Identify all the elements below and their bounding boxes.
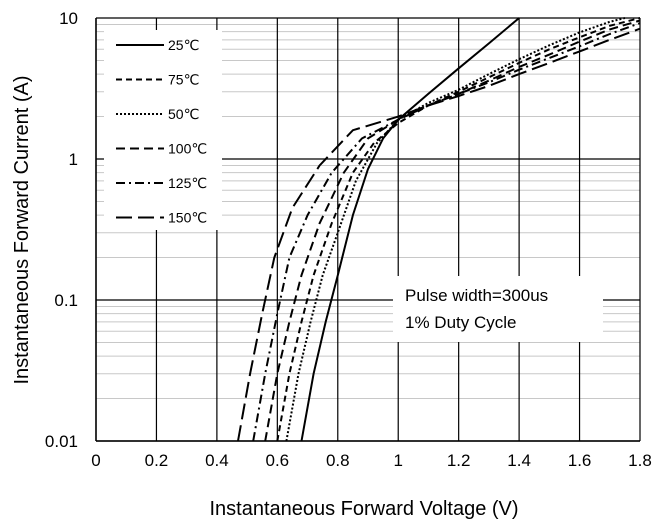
x-tick-label: 1 <box>393 451 402 470</box>
x-tick-label: 0 <box>91 451 100 470</box>
x-tick-label: 0.8 <box>326 451 350 470</box>
series-line-3 <box>264 19 641 442</box>
legend-label-4: 125℃ <box>168 175 207 191</box>
x-tick-label: 1.8 <box>628 451 652 470</box>
legend-label-2: 50℃ <box>168 106 199 122</box>
series-group <box>237 17 641 442</box>
x-tick-label: 0.4 <box>205 451 229 470</box>
x-tick-label: 0.6 <box>266 451 290 470</box>
x-tick-label: 1.4 <box>507 451 531 470</box>
plot-frame <box>95 18 640 442</box>
series-line-2 <box>285 17 626 442</box>
series-line-0 <box>300 17 520 442</box>
y-tick-label: 0.1 <box>54 291 78 310</box>
y-axis-title: Instantaneous Forward Current (A) <box>11 75 33 384</box>
legend-label-3: 100℃ <box>168 141 207 157</box>
series-line-4 <box>252 22 641 442</box>
legend: 25℃ 75℃ 50℃ 100℃ 125℃ 150℃ <box>116 37 207 226</box>
x-tick-label: 1.2 <box>447 451 471 470</box>
y-tick-label: 0.01 <box>45 432 78 451</box>
legend-label-5: 150℃ <box>168 210 207 226</box>
legend-label-0: 25℃ <box>168 37 199 53</box>
y-tick-label: 10 <box>59 9 78 28</box>
annotation-box <box>393 276 603 342</box>
series-line-5 <box>237 27 641 442</box>
annotation-pulse-width: Pulse width=300us <box>405 286 548 305</box>
tick-labels: 0 0.2 0.4 0.6 0.8 1 1.2 1.4 1.6 1.8 0.01 0.1 1 10 <box>45 9 652 470</box>
x-tick-label: 0.2 <box>145 451 169 470</box>
annotation-duty-cycle: 1% Duty Cycle <box>405 313 516 332</box>
legend-box <box>104 30 222 230</box>
series-line-1 <box>276 17 641 442</box>
y-tick-label: 1 <box>69 150 78 169</box>
legend-label-1: 75℃ <box>168 72 199 88</box>
x-axis-title: Instantaneous Forward Voltage (V) <box>209 498 518 520</box>
x-tick-label: 1.6 <box>568 451 592 470</box>
